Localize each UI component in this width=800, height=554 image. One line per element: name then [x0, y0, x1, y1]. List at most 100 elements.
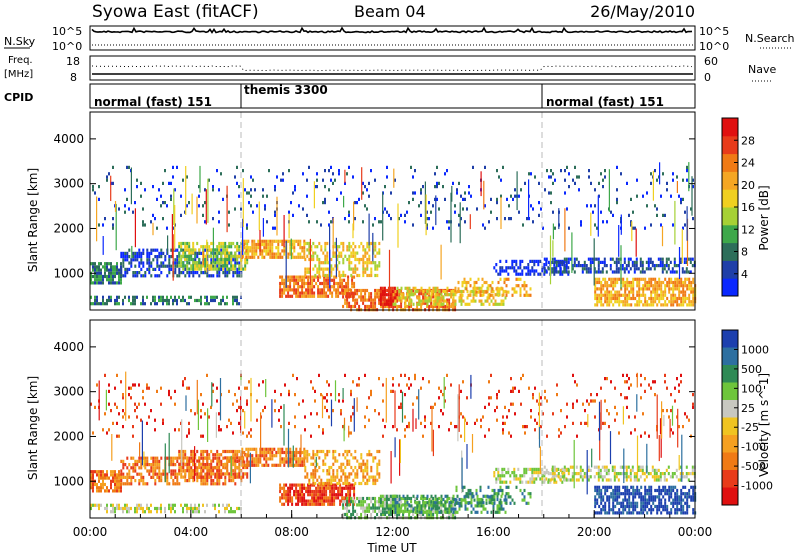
heatmap-cell	[347, 486, 350, 490]
heatmap-cell	[372, 478, 375, 482]
heatmap-cell	[336, 469, 339, 473]
heatmap-cell	[158, 264, 161, 268]
heatmap-cell	[146, 248, 149, 252]
heatmap-cell	[257, 255, 260, 259]
heatmap-cell	[400, 506, 403, 510]
heatmap-cell	[400, 509, 403, 513]
heatmap-cell	[601, 270, 604, 274]
heatmap-cell	[307, 483, 310, 487]
heatmap-cell	[164, 201, 166, 205]
heatmap-cell	[378, 462, 381, 466]
heatmap-cell	[364, 506, 367, 510]
heatmap-cell	[337, 489, 340, 494]
heatmap-cell	[114, 265, 116, 269]
heatmap-cell	[362, 295, 365, 299]
heatmap-cell	[543, 272, 546, 276]
heatmap-cell	[188, 472, 191, 476]
heatmap-cell	[138, 506, 140, 511]
heatmap-cell	[502, 302, 505, 306]
heatmap-cell	[390, 512, 393, 517]
heatmap-cell	[158, 267, 161, 271]
heatmap-cell	[393, 286, 396, 290]
heatmap-cell	[255, 454, 258, 458]
heatmap-cell	[334, 241, 337, 246]
heatmap-cell	[308, 241, 311, 246]
heatmap-cell	[116, 298, 118, 303]
heatmap-cell	[106, 476, 108, 480]
heatmap-cell	[295, 502, 298, 506]
heatmap-cell	[214, 465, 217, 470]
heatmap-cell	[252, 178, 254, 182]
heatmap-cell	[342, 500, 345, 504]
heatmap-cell	[176, 302, 178, 306]
heatmap-cell	[682, 280, 685, 285]
heatmap-cell	[324, 453, 327, 457]
heatmap-cell	[514, 188, 516, 192]
heatmap-streak	[688, 162, 690, 192]
heatmap-cell	[606, 280, 609, 285]
heatmap-cell	[230, 479, 233, 483]
heatmap-cell	[271, 246, 274, 250]
heatmap-cell	[539, 259, 542, 263]
heatmap-cell	[656, 280, 659, 285]
heatmap-cell	[518, 210, 520, 214]
heatmap-cell	[434, 185, 436, 189]
heatmap-cell	[362, 288, 365, 293]
heatmap-streak	[343, 195, 345, 208]
heatmap-cell	[285, 489, 288, 494]
heatmap-cell	[188, 302, 190, 306]
heatmap-cell	[226, 459, 229, 463]
heatmap-cell	[362, 248, 365, 252]
heatmap-cell	[454, 204, 456, 208]
heatmap-cell	[498, 175, 500, 179]
heatmap-cell	[652, 300, 655, 304]
heatmap-cell	[376, 500, 379, 504]
heatmap-cell	[299, 275, 302, 279]
heatmap-cell	[158, 295, 160, 299]
heatmap-cell	[124, 255, 127, 259]
heatmap-cell	[330, 178, 332, 182]
heatmap-cell	[364, 251, 367, 255]
heatmap-cell	[537, 263, 540, 267]
heatmap-cell	[334, 478, 337, 482]
heatmap-cell	[108, 271, 110, 275]
heatmap-cell	[331, 493, 334, 497]
heatmap-cell	[654, 300, 657, 304]
heatmap-cell	[555, 266, 558, 270]
heatmap-cell	[314, 251, 317, 255]
heatmap-cell	[304, 241, 307, 246]
heatmap-cell	[92, 473, 94, 477]
heatmap-cell	[331, 278, 334, 282]
heatmap-cell	[222, 264, 225, 268]
heatmap-cell	[636, 284, 639, 288]
heatmap-cell	[313, 502, 316, 506]
heatmap-cell	[418, 507, 421, 511]
heatmap-cell	[597, 260, 600, 264]
heatmap-cell	[660, 284, 663, 288]
heatmap-cell	[452, 299, 455, 303]
heatmap-cell	[309, 291, 312, 295]
heatmap-cell	[216, 456, 219, 460]
heatmap-cell	[144, 274, 147, 278]
heatmap-cell	[446, 298, 449, 302]
heatmap-cell	[383, 494, 386, 498]
heatmap-cell	[343, 486, 346, 490]
heatmap-cell	[444, 507, 447, 511]
heatmap-cell	[202, 459, 205, 463]
heatmap-cell	[352, 509, 355, 513]
heatmap-cell	[368, 475, 371, 479]
heatmap-cell	[314, 465, 317, 470]
heatmap-cell	[192, 459, 195, 463]
heatmap-cell	[466, 289, 469, 294]
heatmap-cell	[174, 258, 177, 262]
heatmap-cell	[148, 267, 151, 271]
heatmap-cell	[463, 498, 466, 502]
heatmap-cell	[578, 175, 580, 179]
heatmap-cell	[638, 277, 641, 281]
heatmap-cell	[326, 254, 329, 258]
heatmap-cell	[398, 298, 401, 302]
heatmap-cell	[166, 204, 168, 208]
heatmap-cell	[190, 248, 193, 252]
heatmap-cell	[146, 503, 148, 507]
heatmap-cell	[497, 293, 500, 297]
